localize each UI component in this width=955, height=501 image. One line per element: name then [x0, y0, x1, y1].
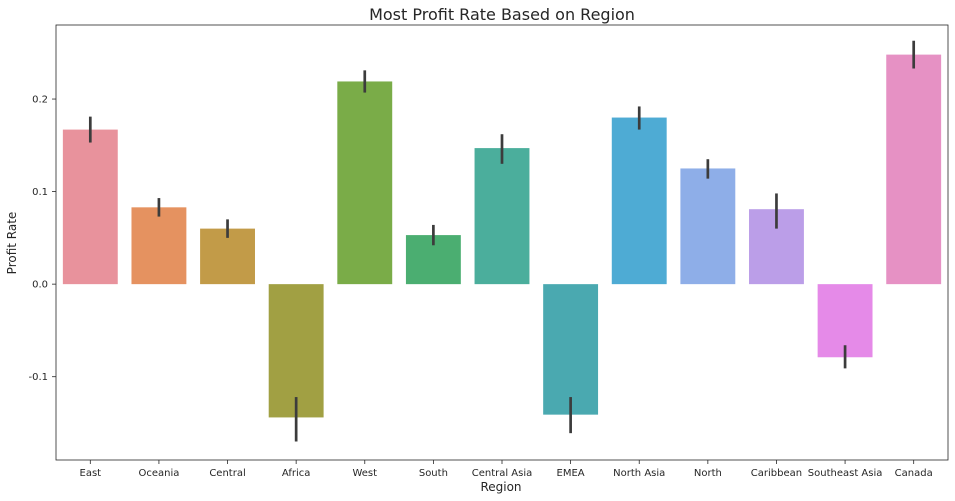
bar-southeast-asia: [817, 284, 873, 358]
y-tick-label: 0.2: [32, 95, 48, 106]
plot-frame: [55, 24, 949, 461]
bar-canada: [886, 54, 942, 285]
bar-central-asia: [474, 148, 530, 285]
y-tick-label: -0.1: [28, 372, 48, 383]
x-tick-label: East: [80, 468, 102, 479]
bar-north: [680, 168, 736, 285]
x-tick-label: Caribbean: [751, 468, 802, 479]
x-tick-label: EMEA: [557, 468, 585, 479]
x-tick-label: West: [352, 468, 377, 479]
x-tick-label: Southeast Asia: [808, 468, 883, 479]
y-tick-label: 0.1: [32, 187, 48, 198]
x-tick-label: Africa: [282, 468, 311, 479]
chart-title: Most Profit Rate Based on Region: [369, 5, 635, 24]
bar-west: [337, 81, 393, 285]
x-tick-label: North: [694, 468, 722, 479]
bar-oceania: [131, 207, 187, 285]
x-axis-ticks: East Oceania Central Africa West South Central…: [80, 460, 933, 479]
x-tick-label: North Asia: [613, 468, 665, 479]
x-tick-label: South: [419, 468, 448, 479]
y-tick-label: 0.0: [32, 280, 48, 291]
x-tick-label: Central Asia: [472, 468, 533, 479]
bar-east: [62, 129, 118, 285]
x-tick-label: Canada: [895, 468, 933, 479]
y-axis-ticks: -0.1 0.0 0.1 0.2: [28, 95, 56, 383]
bars-group: [62, 54, 942, 418]
bar-north-asia: [611, 117, 667, 285]
x-tick-label: Oceania: [138, 468, 179, 479]
bar-africa: [268, 284, 324, 418]
x-tick-label: Central: [209, 468, 245, 479]
errorbars-group: [88, 40, 916, 442]
y-axis-label: Profit Rate: [5, 212, 19, 275]
bar-emea: [543, 284, 599, 415]
x-axis-label: Region: [480, 480, 521, 494]
